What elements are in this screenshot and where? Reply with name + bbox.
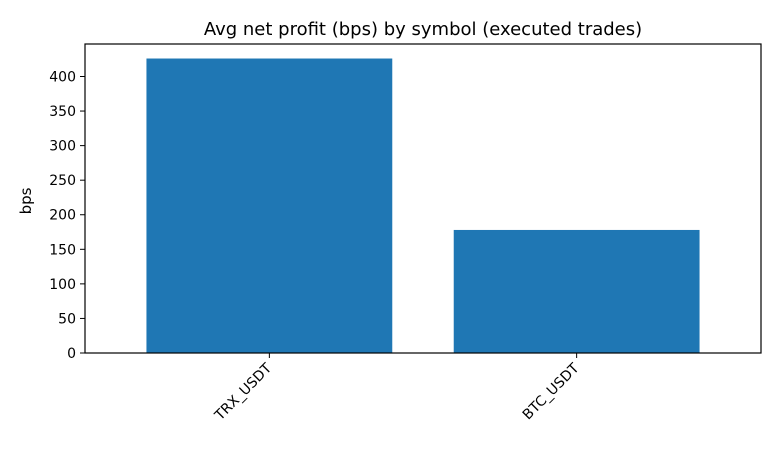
y-tick-label: 50 (58, 311, 76, 327)
x-tick-label: BTC_USDT (520, 360, 583, 423)
chart-title: Avg net profit (bps) by symbol (executed… (204, 19, 642, 40)
y-tick-label: 300 (49, 139, 76, 155)
bars-layer (146, 58, 700, 354)
y-tick-label: 400 (49, 69, 76, 85)
y-tick-label: 0 (67, 346, 76, 362)
y-tick-label: 200 (49, 208, 76, 224)
y-tick-label: 100 (49, 277, 76, 293)
y-tick-label: 250 (49, 173, 76, 189)
bar-trx-usdt (146, 58, 393, 354)
y-tick-label: 350 (49, 104, 76, 120)
plot-area-frame (84, 43, 762, 354)
x-ticks-layer: TRX_USDT BTC_USDT (211, 353, 583, 424)
bar-btc-usdt (453, 229, 700, 353)
y-tick-label: 150 (49, 242, 76, 258)
y-ticks-layer: 0 50 100 150 200 250 300 350 400 (49, 69, 85, 362)
y-axis-label: bps (17, 187, 35, 214)
x-tick-label: TRX_USDT (211, 360, 275, 424)
